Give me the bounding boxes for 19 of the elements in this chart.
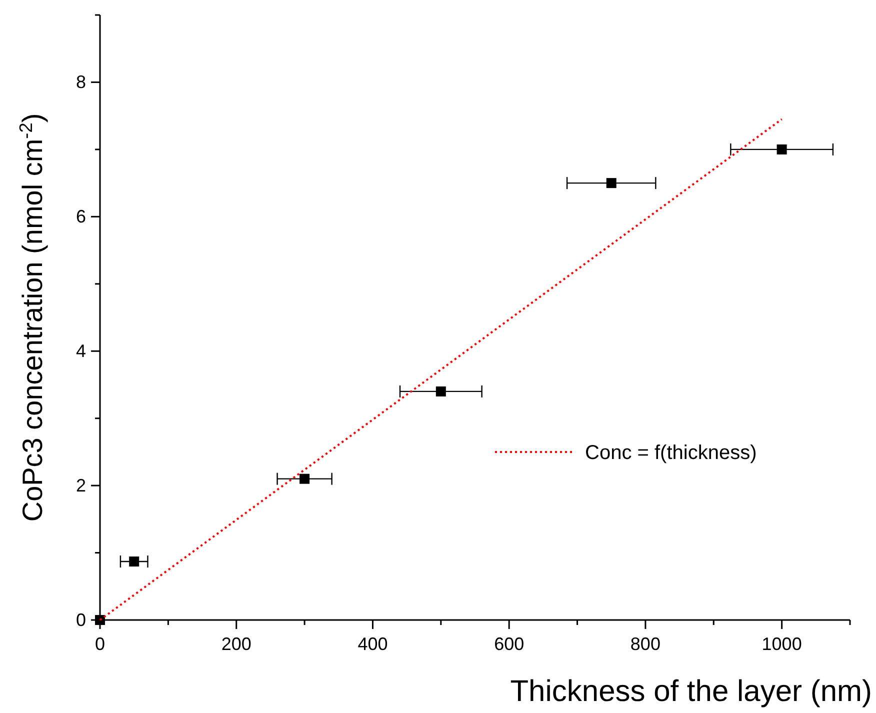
y-tick-label: 4 <box>76 341 86 362</box>
y-tick-label: 8 <box>76 72 86 92</box>
x-tick-label: 200 <box>221 634 252 654</box>
x-tick-label: 1000 <box>762 634 802 654</box>
x-tick-label: 800 <box>630 634 660 654</box>
point <box>776 144 787 154</box>
x-tick-label: 600 <box>494 634 524 654</box>
point <box>436 386 446 396</box>
point <box>95 615 105 625</box>
point <box>606 178 616 188</box>
point <box>300 474 310 484</box>
point <box>129 556 140 567</box>
legend-label: Conc = f(thickness) <box>585 442 757 464</box>
y-tick-label: 6 <box>76 206 86 227</box>
x-tick-label: 400 <box>358 634 388 654</box>
x-tick-label: 0 <box>94 634 106 654</box>
x-axis-title: Thickness of the layer (nm) <box>510 675 872 708</box>
y-tick-label: 2 <box>76 476 86 496</box>
y-tick-label: 0 <box>76 610 86 630</box>
